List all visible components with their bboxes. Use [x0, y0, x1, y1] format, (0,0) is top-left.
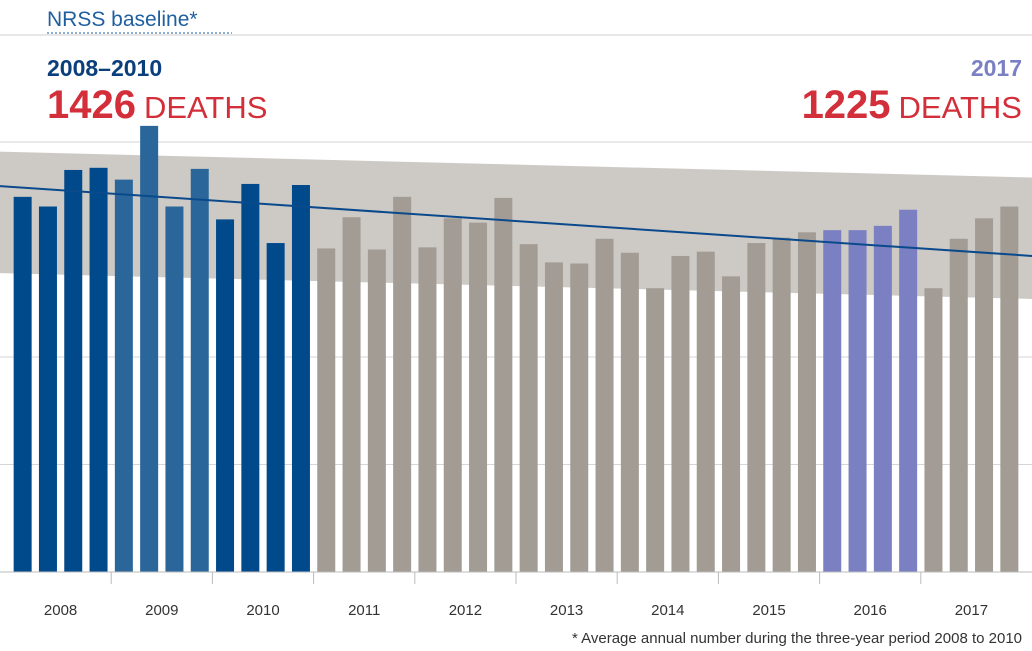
- left-total: 1426 DEATHS: [47, 83, 267, 127]
- right-total: 1225 DEATHS: [802, 83, 1022, 127]
- right-number: 1225: [802, 83, 891, 127]
- bar: [570, 263, 589, 572]
- bar: [190, 168, 209, 572]
- bar: [469, 222, 488, 572]
- bar: [949, 238, 968, 572]
- bar: [620, 252, 639, 572]
- bar: [165, 206, 184, 572]
- bar: [13, 196, 32, 572]
- bar: [494, 197, 513, 572]
- x-tick-label: 2008: [44, 602, 77, 619]
- bar: [443, 218, 462, 572]
- bar: [1000, 206, 1019, 572]
- bar: [519, 244, 538, 572]
- bar: [747, 243, 766, 573]
- bar: [671, 255, 690, 572]
- x-tick-label: 2017: [955, 602, 988, 619]
- bar: [418, 247, 437, 572]
- bar: [899, 209, 918, 572]
- bar: [924, 288, 943, 572]
- bar: [696, 251, 715, 572]
- bar: [216, 219, 235, 572]
- x-tick-label: 2015: [752, 602, 785, 619]
- x-tick-label: 2012: [449, 602, 482, 619]
- bar: [975, 218, 994, 572]
- bar: [646, 288, 665, 572]
- bar: [722, 276, 741, 572]
- bar: [342, 217, 361, 572]
- bar: [823, 230, 842, 572]
- bar: [595, 238, 614, 572]
- left-unit: DEATHS: [144, 90, 267, 125]
- bar: [317, 248, 336, 573]
- bar: [89, 167, 108, 573]
- x-tick-label: 2014: [651, 602, 684, 619]
- bar: [393, 196, 412, 572]
- bar: [266, 243, 285, 573]
- bar: [291, 185, 310, 572]
- right-unit: DEATHS: [899, 90, 1022, 125]
- right-heading: 2017: [971, 55, 1022, 81]
- bar: [64, 169, 83, 572]
- bar: [367, 249, 386, 572]
- bar: [873, 225, 892, 572]
- x-tick-label: 2009: [145, 602, 178, 619]
- bar: [848, 230, 867, 572]
- bar: [544, 262, 563, 572]
- x-tick-label: 2013: [550, 602, 583, 619]
- footnote: * Average annual number during the three…: [572, 630, 1022, 647]
- bar: [772, 237, 791, 573]
- bar: [114, 179, 133, 572]
- x-tick-label: 2016: [854, 602, 887, 619]
- trend-line: [0, 185, 1032, 257]
- legend-title: NRSS baseline*: [47, 8, 198, 31]
- x-tick-label: 2011: [348, 602, 380, 619]
- bar: [797, 232, 816, 573]
- left-number: 1426: [47, 83, 136, 127]
- left-heading: 2008–2010: [47, 55, 162, 81]
- bar: [140, 125, 159, 572]
- bar: [38, 206, 57, 572]
- bar: [241, 183, 260, 573]
- x-tick-label: 2010: [246, 602, 279, 619]
